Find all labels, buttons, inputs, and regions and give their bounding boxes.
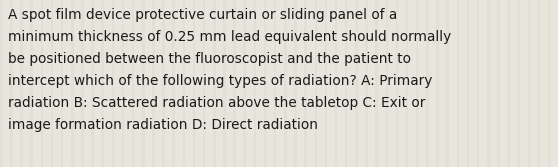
Bar — [416, 0, 418, 167]
Bar — [335, 0, 338, 167]
Bar — [20, 0, 23, 167]
Bar — [487, 0, 489, 167]
Bar — [41, 0, 43, 167]
Bar — [0, 0, 3, 167]
Bar — [477, 0, 479, 167]
Bar — [193, 0, 195, 167]
Bar — [355, 0, 358, 167]
Bar — [325, 0, 327, 167]
Bar — [122, 0, 124, 167]
Bar — [426, 0, 429, 167]
Bar — [92, 0, 94, 167]
Text: minimum thickness of 0.25 mm lead equivalent should normally: minimum thickness of 0.25 mm lead equiva… — [8, 30, 451, 44]
Bar — [497, 0, 499, 167]
Bar — [233, 0, 236, 167]
Text: intercept which of the following types of radiation? A: Primary: intercept which of the following types o… — [8, 74, 432, 88]
Bar — [213, 0, 215, 167]
Bar — [315, 0, 317, 167]
Bar — [182, 0, 185, 167]
Bar — [386, 0, 388, 167]
Bar — [274, 0, 276, 167]
Bar — [31, 0, 33, 167]
Bar — [152, 0, 155, 167]
Bar — [456, 0, 459, 167]
Text: image formation radiation D: Direct radiation: image formation radiation D: Direct radi… — [8, 118, 318, 132]
Bar — [142, 0, 145, 167]
Bar — [243, 0, 246, 167]
Bar — [376, 0, 378, 167]
Bar — [304, 0, 307, 167]
Bar — [61, 0, 64, 167]
Bar — [538, 0, 540, 167]
Bar — [446, 0, 449, 167]
Bar — [365, 0, 368, 167]
Bar — [548, 0, 550, 167]
Bar — [112, 0, 114, 167]
Bar — [507, 0, 510, 167]
Bar — [71, 0, 74, 167]
Bar — [254, 0, 256, 167]
Bar — [345, 0, 348, 167]
Bar — [436, 0, 439, 167]
Bar — [172, 0, 175, 167]
Bar — [517, 0, 520, 167]
Text: A spot film device protective curtain or sliding panel of a: A spot film device protective curtain or… — [8, 8, 397, 22]
Bar — [406, 0, 408, 167]
Bar — [132, 0, 134, 167]
Bar — [396, 0, 398, 167]
Bar — [203, 0, 205, 167]
Bar — [264, 0, 266, 167]
Bar — [10, 0, 13, 167]
Bar — [284, 0, 287, 167]
Bar — [294, 0, 297, 167]
Bar — [223, 0, 226, 167]
Bar — [51, 0, 53, 167]
Text: radiation B: Scattered radiation above the tabletop C: Exit or: radiation B: Scattered radiation above t… — [8, 96, 425, 110]
Bar — [527, 0, 530, 167]
Bar — [162, 0, 165, 167]
Bar — [102, 0, 104, 167]
Bar — [81, 0, 84, 167]
Text: be positioned between the fluoroscopist and the patient to: be positioned between the fluoroscopist … — [8, 52, 411, 66]
Bar — [466, 0, 469, 167]
